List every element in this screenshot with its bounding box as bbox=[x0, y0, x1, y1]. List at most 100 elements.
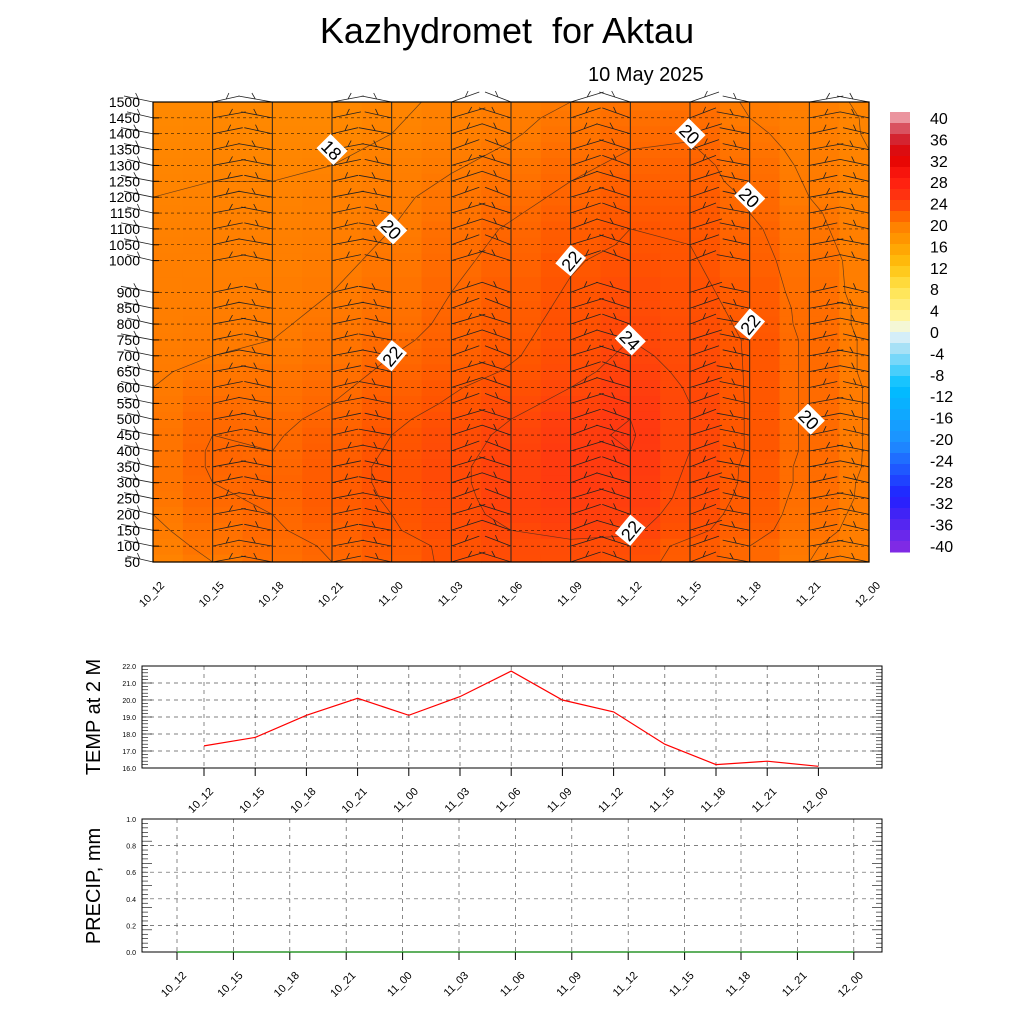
wind-barb-feather bbox=[729, 156, 734, 163]
heatmap-cell bbox=[153, 236, 184, 254]
wind-barb-feather bbox=[227, 124, 232, 131]
wind-barb bbox=[451, 281, 483, 293]
contour-line bbox=[773, 514, 783, 531]
wind-barb-feather bbox=[733, 92, 737, 100]
y-tick-label: 21.0 bbox=[122, 681, 136, 688]
wind-barb-feather bbox=[586, 534, 591, 542]
wind-barb-feather bbox=[347, 536, 352, 544]
contour-line bbox=[431, 308, 442, 325]
wind-barb-feather bbox=[464, 487, 469, 494]
y-axis-ticks: 5010015020025030035040045050055060065070… bbox=[109, 94, 159, 570]
wind-barb bbox=[689, 535, 720, 547]
wind-barb bbox=[241, 460, 273, 468]
wind-barb-feather bbox=[609, 217, 614, 225]
contour-line bbox=[391, 117, 407, 134]
contour-line bbox=[860, 133, 870, 150]
wind-barb-feather bbox=[255, 283, 259, 290]
colorbar-swatch bbox=[890, 354, 910, 366]
wind-barb-feather bbox=[467, 360, 473, 367]
wind-barb-feather bbox=[586, 487, 591, 494]
wind-barb-feather bbox=[344, 172, 348, 179]
wind-barb-feather bbox=[824, 203, 829, 211]
y-tick-label: 0.0 bbox=[126, 950, 136, 957]
contour-line bbox=[600, 149, 631, 166]
wind-barb-feather bbox=[228, 156, 233, 163]
wind-barb bbox=[481, 424, 512, 436]
wind-barb-feather bbox=[583, 423, 588, 431]
contour-line bbox=[403, 196, 416, 214]
wind-barb bbox=[451, 123, 483, 135]
wind-barb-feather bbox=[586, 439, 591, 447]
x-tick-label: 11_03 bbox=[443, 786, 473, 816]
colorbar-swatch bbox=[890, 497, 910, 509]
precipitation-ylabel: PRECIP, mm bbox=[83, 828, 105, 944]
wind-barb-feather bbox=[251, 346, 256, 353]
wind-barb-feather bbox=[135, 394, 139, 401]
wind-barb-feather bbox=[705, 423, 710, 431]
wind-barb bbox=[241, 555, 273, 563]
wind-barb-feather bbox=[344, 124, 348, 131]
wind-barb-feather bbox=[346, 362, 350, 369]
wind-barb-feather bbox=[466, 519, 471, 526]
wind-barb bbox=[126, 460, 154, 468]
wind-barb-feather bbox=[225, 299, 230, 306]
wind-barb bbox=[478, 408, 512, 420]
contour-line bbox=[689, 529, 711, 539]
x-tick-label: 11_06 bbox=[498, 970, 528, 1000]
wind-barb-feather bbox=[133, 521, 138, 528]
contour-line bbox=[610, 434, 631, 452]
wind-barb bbox=[839, 206, 870, 214]
wind-barb bbox=[481, 281, 512, 293]
wind-barb-feather bbox=[137, 314, 141, 322]
wind-barb-feather bbox=[227, 283, 232, 290]
wind-barb bbox=[331, 508, 362, 515]
wind-barb bbox=[451, 456, 486, 468]
wind-barb-feather bbox=[373, 441, 378, 449]
wind-barb-feather bbox=[491, 550, 496, 558]
colorbar-swatch bbox=[890, 321, 910, 333]
wind-barb-feather bbox=[135, 235, 139, 242]
x-tick-label: 11_00 bbox=[385, 970, 415, 1000]
wind-barb-feather bbox=[344, 425, 348, 433]
wind-barb bbox=[331, 174, 359, 182]
wind-barb-feather bbox=[853, 124, 857, 131]
wind-barb bbox=[126, 159, 154, 166]
wind-barb-feather bbox=[491, 201, 496, 209]
colorbar-tick-label: 12 bbox=[930, 261, 948, 278]
wind-barb bbox=[244, 174, 273, 182]
y-tick-label: 16.0 bbox=[122, 766, 136, 773]
wind-barb-feather bbox=[583, 217, 588, 225]
wind-barb bbox=[716, 412, 750, 420]
wind-barb-feather bbox=[733, 299, 737, 306]
contour-label-box bbox=[793, 403, 825, 435]
wind-barb-feather bbox=[253, 552, 258, 560]
contour-line bbox=[792, 323, 799, 341]
wind-barb-feather bbox=[702, 249, 706, 256]
y-tick-label: 550 bbox=[117, 395, 141, 411]
wind-barb-feather bbox=[824, 314, 829, 322]
heatmap-cell bbox=[839, 300, 870, 317]
wind-barb bbox=[212, 539, 240, 547]
wind-barb bbox=[716, 460, 750, 468]
wind-barb-feather bbox=[135, 441, 139, 449]
heatmap-cell bbox=[153, 141, 184, 159]
colorbar-swatch bbox=[890, 145, 910, 157]
wind-barb bbox=[451, 250, 486, 262]
contour-line bbox=[809, 545, 820, 563]
wind-barb-feather bbox=[467, 106, 473, 114]
temperature-panel: 22.0 21.0 20.0 19.0 18.0 17.0 16.0 10_12 10_15 1… bbox=[83, 659, 883, 816]
wind-barb-feather bbox=[825, 489, 831, 496]
wind-barb-feather bbox=[135, 299, 139, 306]
wind-barb-feather bbox=[344, 521, 348, 528]
colorbar-swatch bbox=[890, 453, 910, 465]
contour-line bbox=[732, 323, 742, 341]
wind-barb bbox=[602, 456, 631, 468]
wind-barb bbox=[478, 155, 512, 166]
wind-barb bbox=[596, 281, 631, 293]
x-tick-label: 11_15 bbox=[647, 786, 677, 816]
heatmap-cell bbox=[839, 538, 870, 555]
wind-barb-feather bbox=[371, 425, 376, 433]
contour-line bbox=[242, 498, 273, 515]
wind-barb-feather bbox=[225, 394, 230, 401]
